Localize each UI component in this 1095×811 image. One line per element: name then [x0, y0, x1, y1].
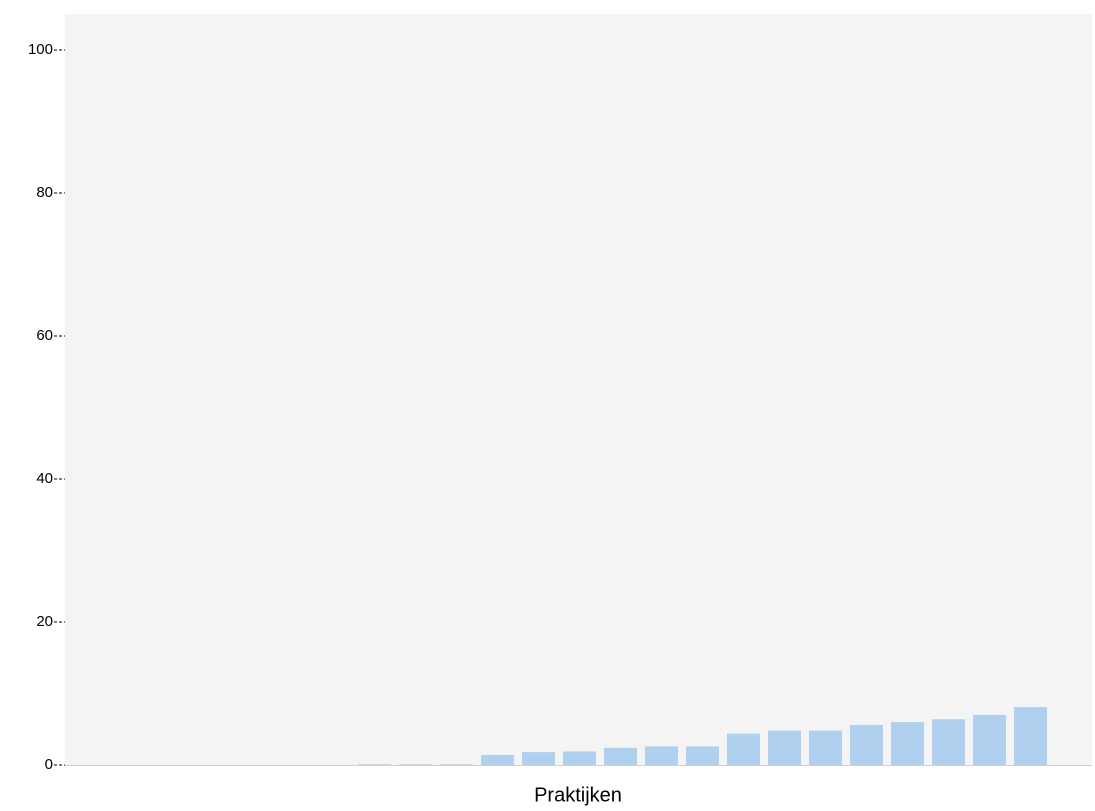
- bar: [932, 719, 965, 765]
- plot-area: [65, 14, 1092, 765]
- y-tick-label: 40: [36, 470, 53, 487]
- y-tick-label: 0: [45, 756, 53, 773]
- x-axis-label: Praktijken: [534, 784, 622, 806]
- bar: [809, 730, 842, 765]
- bar: [768, 730, 801, 765]
- bar: [522, 752, 555, 765]
- bar: [973, 714, 1006, 765]
- bar: [727, 733, 760, 765]
- y-tick-label: 20: [36, 613, 53, 630]
- bar: [645, 746, 678, 765]
- bar: [481, 754, 514, 765]
- bar: [891, 722, 924, 765]
- bar: [440, 764, 473, 765]
- y-tick-label: 100: [28, 41, 53, 58]
- y-tick-label: 60: [36, 327, 53, 344]
- bar: [686, 746, 719, 765]
- bar: [1014, 707, 1047, 765]
- bar: [358, 764, 391, 765]
- bar: [399, 764, 432, 765]
- bar: [850, 724, 883, 765]
- y-tick-label: 80: [36, 184, 53, 201]
- bar: [563, 751, 596, 765]
- bar: [604, 747, 637, 765]
